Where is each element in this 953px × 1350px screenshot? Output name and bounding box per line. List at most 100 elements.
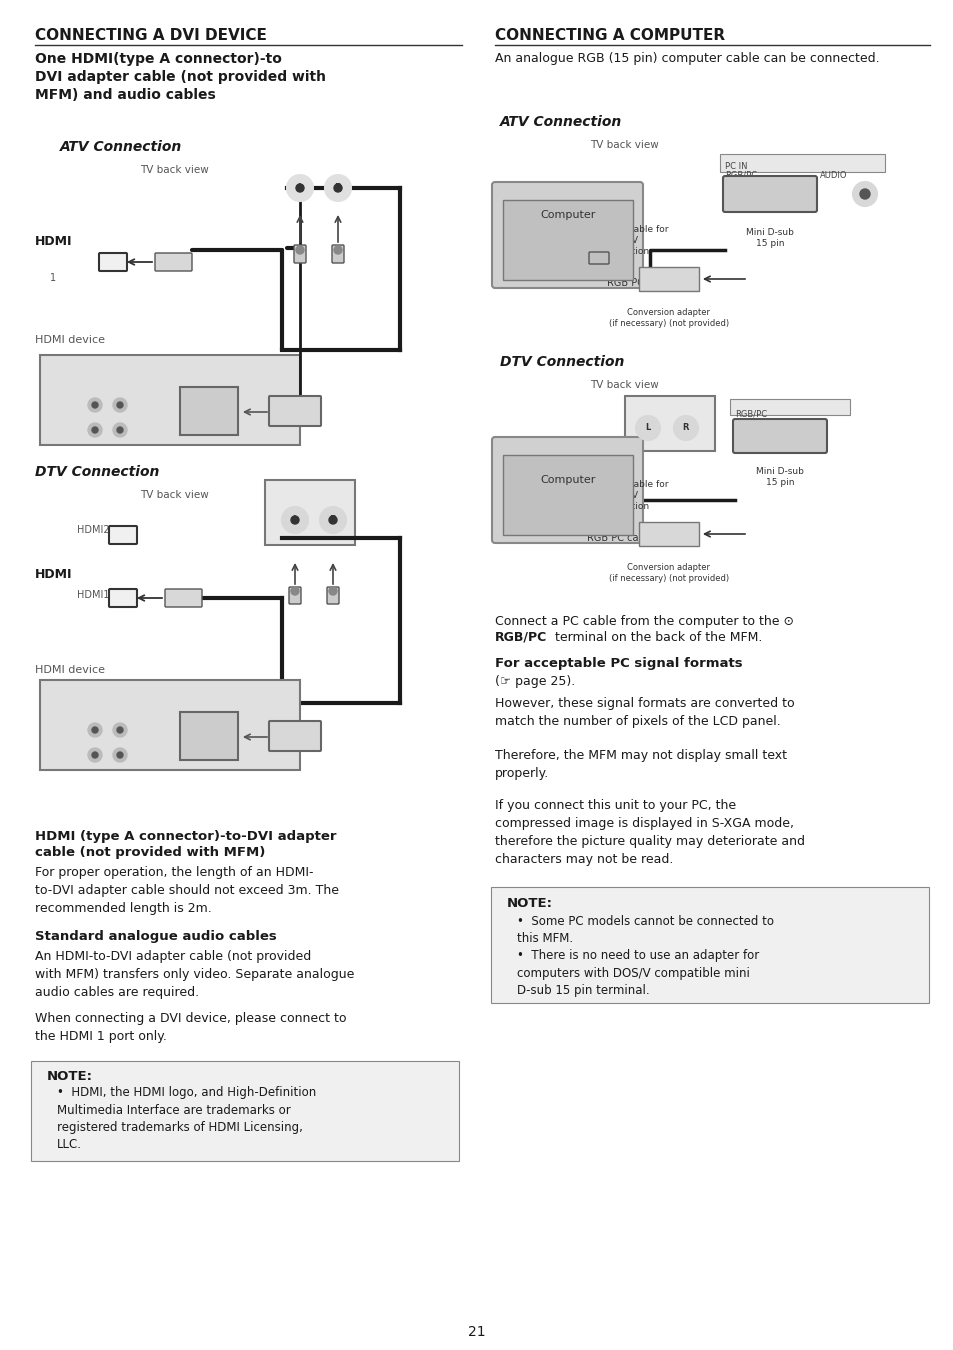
FancyBboxPatch shape [289,587,301,603]
Circle shape [859,189,869,198]
Text: Mini D-sub
15 pin: Mini D-sub 15 pin [745,228,793,248]
Text: •  Some PC models cannot be connected to
this MFM.: • Some PC models cannot be connected to … [517,915,773,945]
Text: •  HDMI, the HDMI logo, and High-Definition
Multimedia Interface are trademarks : • HDMI, the HDMI logo, and High-Definiti… [57,1085,315,1152]
Circle shape [291,587,298,595]
FancyBboxPatch shape [99,252,127,271]
Circle shape [112,724,127,737]
FancyBboxPatch shape [502,200,633,279]
Text: TV back view: TV back view [589,140,659,150]
Text: HDMI: HDMI [35,568,72,580]
Text: NOTE:: NOTE: [506,896,553,910]
Circle shape [117,427,123,433]
Circle shape [334,184,341,192]
Text: However, these signal formats are converted to
match the number of pixels of the: However, these signal formats are conver… [495,697,794,728]
FancyBboxPatch shape [269,396,320,427]
Circle shape [852,182,876,207]
Text: HDMI device: HDMI device [35,335,105,346]
Text: NOTE:: NOTE: [47,1071,92,1083]
Text: Conversion adapter
(if necessary) (not provided): Conversion adapter (if necessary) (not p… [608,308,728,328]
Text: HDMI (type A connector)-to-DVI adapter
cable (not provided with MFM): HDMI (type A connector)-to-DVI adapter c… [35,830,336,860]
Text: RGB/PC: RGB/PC [724,171,757,180]
FancyBboxPatch shape [294,244,306,263]
FancyBboxPatch shape [639,267,699,292]
Circle shape [91,427,98,433]
Text: When connecting a DVI device, please connect to
the HDMI 1 port only.: When connecting a DVI device, please con… [35,1012,346,1044]
Text: TV back view: TV back view [589,379,659,390]
Text: CONNECTING A DVI DEVICE: CONNECTING A DVI DEVICE [35,28,267,43]
Text: ATV Connection: ATV Connection [60,140,182,154]
Text: Computer: Computer [539,475,595,485]
Text: R: R [329,516,336,525]
Text: Conversion adapter
(if necessary) (not provided): Conversion adapter (if necessary) (not p… [608,563,728,583]
Text: HDMI1: HDMI1 [77,590,110,599]
FancyBboxPatch shape [109,526,137,544]
Text: Audio cable for
PC-to-TV
connection: Audio cable for PC-to-TV connection [599,225,668,256]
Circle shape [319,508,346,533]
FancyBboxPatch shape [732,418,826,454]
FancyBboxPatch shape [332,244,344,263]
Text: RGB/PC: RGB/PC [495,630,547,644]
Circle shape [112,423,127,437]
Circle shape [91,728,98,733]
FancyBboxPatch shape [492,182,642,288]
Circle shape [329,516,336,524]
Circle shape [91,752,98,757]
Text: An HDMI-to-DVI adapter cable (not provided
with MFM) transfers only video. Separ: An HDMI-to-DVI adapter cable (not provid… [35,950,354,999]
Text: If you connect this unit to your PC, the
compressed image is displayed in S-XGA : If you connect this unit to your PC, the… [495,799,804,865]
Text: For acceptable PC signal formats: For acceptable PC signal formats [495,657,741,670]
FancyBboxPatch shape [40,355,299,446]
Text: Computer: Computer [539,211,595,220]
Text: CONNECTING A COMPUTER: CONNECTING A COMPUTER [495,28,724,43]
Text: Connect a PC cable from the computer to the ⊙: Connect a PC cable from the computer to … [495,616,793,628]
Circle shape [295,246,304,254]
Text: •  There is no need to use an adapter for
computers with DOS/V compatible mini
D: • There is no need to use an adapter for… [517,949,759,998]
Circle shape [88,398,102,412]
Text: AUDIO: AUDIO [820,171,846,180]
Text: R: R [335,184,341,193]
Text: An analogue RGB (15 pin) computer cable can be connected.: An analogue RGB (15 pin) computer cable … [495,53,879,65]
Text: Standard analogue audio cables: Standard analogue audio cables [35,930,276,944]
Circle shape [291,516,298,524]
Circle shape [329,587,336,595]
Text: For proper operation, the length of an HDMI-
to-DVI adapter cable should not exc: For proper operation, the length of an H… [35,865,338,915]
Text: 1: 1 [50,273,56,284]
Text: One HDMI(type A connector)-to
DVI adapter cable (not provided with
MFM) and audi: One HDMI(type A connector)-to DVI adapte… [35,53,326,101]
Circle shape [112,398,127,412]
Text: RGB PC cable: RGB PC cable [586,533,653,543]
Circle shape [325,176,351,201]
Text: R: R [682,424,688,432]
Circle shape [295,184,304,192]
FancyBboxPatch shape [40,680,299,769]
Text: PC IN: PC IN [724,162,747,171]
Text: ATV Connection: ATV Connection [499,115,621,130]
Text: RGB/PC: RGB/PC [734,410,766,418]
Circle shape [117,402,123,408]
FancyBboxPatch shape [722,176,816,212]
FancyBboxPatch shape [720,154,884,171]
Text: 21: 21 [468,1324,485,1339]
Text: Therefore, the MFM may not display small text
properly.: Therefore, the MFM may not display small… [495,749,786,780]
Text: terminal on the back of the MFM.: terminal on the back of the MFM. [551,630,761,644]
FancyBboxPatch shape [180,387,237,435]
FancyBboxPatch shape [492,437,642,543]
Circle shape [636,416,659,440]
Circle shape [88,724,102,737]
FancyBboxPatch shape [327,587,338,603]
Text: RGB PC cable: RGB PC cable [606,278,673,288]
Circle shape [91,402,98,408]
Text: L: L [292,516,297,525]
FancyBboxPatch shape [30,1061,458,1161]
FancyBboxPatch shape [624,396,714,451]
Circle shape [117,752,123,757]
Text: TV back view: TV back view [140,490,209,500]
FancyBboxPatch shape [729,400,849,414]
Text: HDMI device: HDMI device [35,666,105,675]
FancyBboxPatch shape [154,252,192,271]
Circle shape [673,416,698,440]
Text: Mini D-sub
15 pin: Mini D-sub 15 pin [756,467,803,487]
FancyBboxPatch shape [502,455,633,535]
FancyBboxPatch shape [639,522,699,545]
Circle shape [334,246,341,254]
Text: DTV Connection: DTV Connection [499,355,623,369]
FancyBboxPatch shape [109,589,137,608]
